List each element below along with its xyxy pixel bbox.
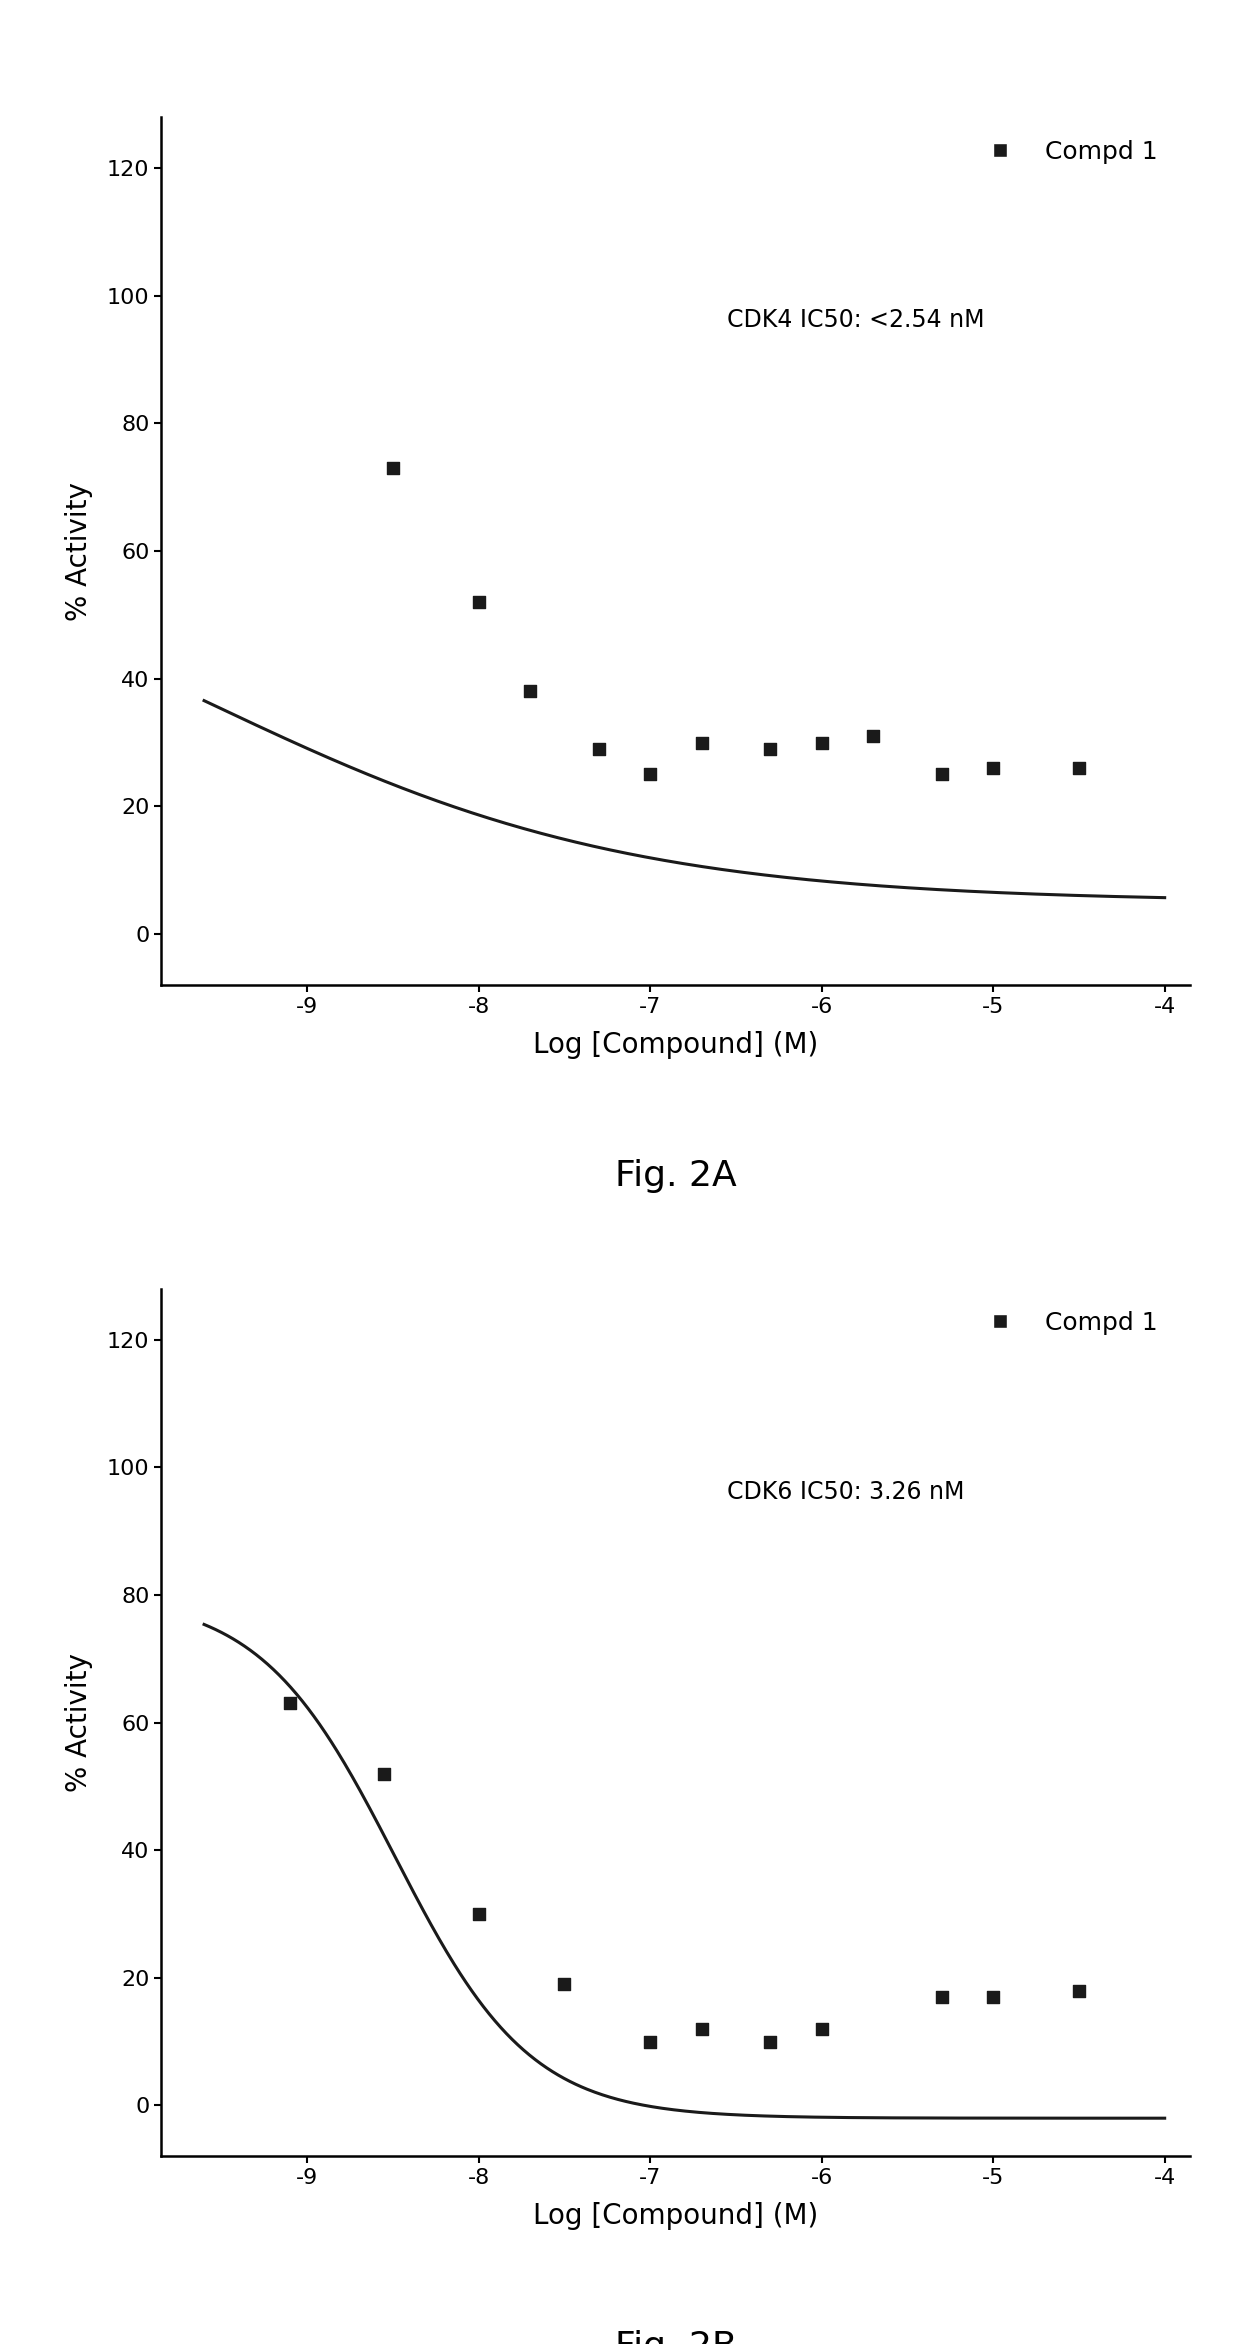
Point — [760, 2023, 780, 2060]
Point — [812, 724, 832, 762]
Legend: Compd 1: Compd 1 — [965, 1301, 1168, 1345]
Point — [812, 2011, 832, 2049]
Point — [931, 755, 951, 792]
Point — [589, 729, 609, 766]
Point — [280, 1685, 300, 1723]
Point — [383, 450, 403, 488]
Point — [692, 2011, 712, 2049]
Y-axis label: % Activity: % Activity — [64, 481, 93, 621]
Point — [520, 673, 539, 710]
X-axis label: Log [Compound] (M): Log [Compound] (M) — [533, 1031, 818, 1059]
X-axis label: Log [Compound] (M): Log [Compound] (M) — [533, 2201, 818, 2229]
Text: Fig. 2B: Fig. 2B — [615, 2330, 737, 2344]
Point — [554, 1967, 574, 2004]
Point — [374, 1756, 394, 1793]
Point — [469, 584, 489, 621]
Point — [931, 1978, 951, 2016]
Legend: Compd 1: Compd 1 — [965, 129, 1168, 173]
Y-axis label: % Activity: % Activity — [64, 1653, 93, 1793]
Text: CDK6 IC50: 3.26 nM: CDK6 IC50: 3.26 nM — [727, 1479, 965, 1503]
Point — [640, 2023, 660, 2060]
Point — [692, 724, 712, 762]
Point — [469, 1896, 489, 1934]
Point — [983, 750, 1003, 788]
Point — [1069, 1971, 1089, 2009]
Point — [863, 717, 883, 755]
Text: Fig. 2A: Fig. 2A — [615, 1158, 737, 1193]
Point — [760, 729, 780, 766]
Point — [640, 755, 660, 792]
Point — [1069, 750, 1089, 788]
Point — [983, 1978, 1003, 2016]
Text: CDK4 IC50: <2.54 nM: CDK4 IC50: <2.54 nM — [727, 307, 985, 333]
